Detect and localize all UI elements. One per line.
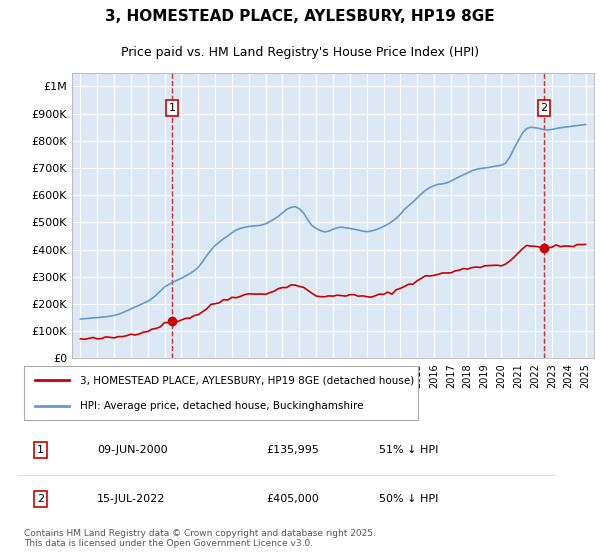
Text: 50% ↓ HPI: 50% ↓ HPI <box>379 494 439 504</box>
Text: 1: 1 <box>169 103 176 113</box>
Text: 1: 1 <box>37 445 44 455</box>
FancyBboxPatch shape <box>23 366 418 421</box>
Text: 09-JUN-2000: 09-JUN-2000 <box>97 445 167 455</box>
Text: Price paid vs. HM Land Registry's House Price Index (HPI): Price paid vs. HM Land Registry's House … <box>121 46 479 59</box>
Text: HPI: Average price, detached house, Buckinghamshire: HPI: Average price, detached house, Buck… <box>80 402 364 412</box>
Text: 51% ↓ HPI: 51% ↓ HPI <box>379 445 439 455</box>
Text: 15-JUL-2022: 15-JUL-2022 <box>97 494 166 504</box>
Text: 2: 2 <box>541 103 548 113</box>
Text: Contains HM Land Registry data © Crown copyright and database right 2025.
This d: Contains HM Land Registry data © Crown c… <box>23 529 376 548</box>
Text: 3, HOMESTEAD PLACE, AYLESBURY, HP19 8GE: 3, HOMESTEAD PLACE, AYLESBURY, HP19 8GE <box>105 8 495 24</box>
Text: £405,000: £405,000 <box>266 494 319 504</box>
Text: £135,995: £135,995 <box>266 445 319 455</box>
Text: 3, HOMESTEAD PLACE, AYLESBURY, HP19 8GE (detached house): 3, HOMESTEAD PLACE, AYLESBURY, HP19 8GE … <box>80 375 414 385</box>
Text: 2: 2 <box>37 494 44 504</box>
